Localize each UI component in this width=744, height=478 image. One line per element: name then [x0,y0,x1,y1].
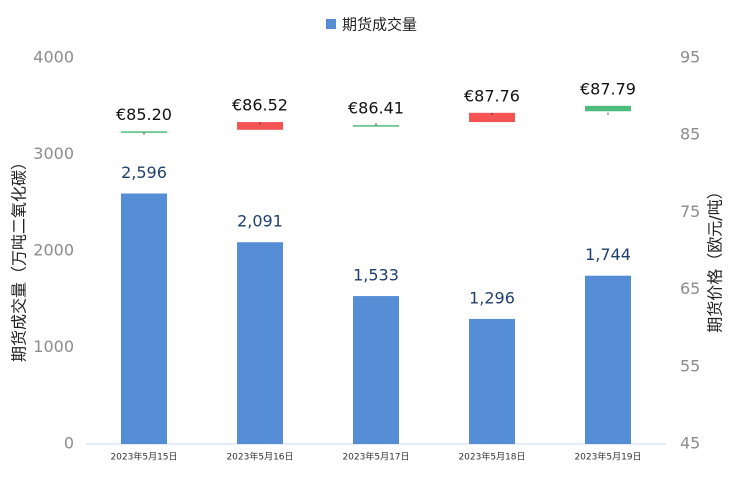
value-label: 1,744 [585,245,631,264]
y-tick-label: 0 [64,434,74,453]
y-axis-label: 期货成交量（万吨二氧化碳） [10,154,29,362]
y2-tick-label: 85 [680,125,700,144]
y2-tick-label: 95 [680,48,700,67]
value-label: 1,533 [353,266,399,285]
price-candle [121,131,167,133]
price-candle [237,122,283,130]
bar [469,318,515,444]
y-tick-label: 1000 [33,337,74,356]
x-tick-label: 2023年5月19日 [574,451,641,463]
price-label: €87.76 [464,86,520,105]
y-tick-label: 2000 [33,241,74,260]
y-tick-label: 3000 [33,144,74,163]
price-label: €86.41 [348,99,404,118]
bar [237,242,283,444]
legend-label: 期货成交量 [342,16,417,34]
y2-tick-label: 65 [680,279,700,298]
x-tick-label: 2023年5月15日 [110,451,177,463]
y2-tick-label: 55 [680,356,700,375]
y-tick-label: 4000 [33,48,74,67]
y2-tick-label: 45 [680,434,700,453]
value-label: 2,091 [237,212,283,231]
price-candle [353,125,399,127]
price-label: €85.20 [116,105,172,124]
y2-tick-label: 75 [680,202,700,221]
bar [585,275,631,444]
bar [353,296,399,444]
value-label: 2,596 [121,163,167,182]
price-label: €86.52 [232,96,288,115]
legend-swatch [326,19,336,29]
y2-axis-label: 期货价格（欧元/吨） [706,183,725,332]
x-tick-label: 2023年5月18日 [458,451,525,463]
price-candle [585,105,631,112]
bar [121,193,167,444]
x-tick-label: 2023年5月16日 [226,451,293,463]
price-candle [469,112,515,123]
x-tick-label: 2023年5月17日 [342,451,409,463]
value-label: 1,296 [469,288,515,307]
price-label: €87.79 [580,79,636,98]
